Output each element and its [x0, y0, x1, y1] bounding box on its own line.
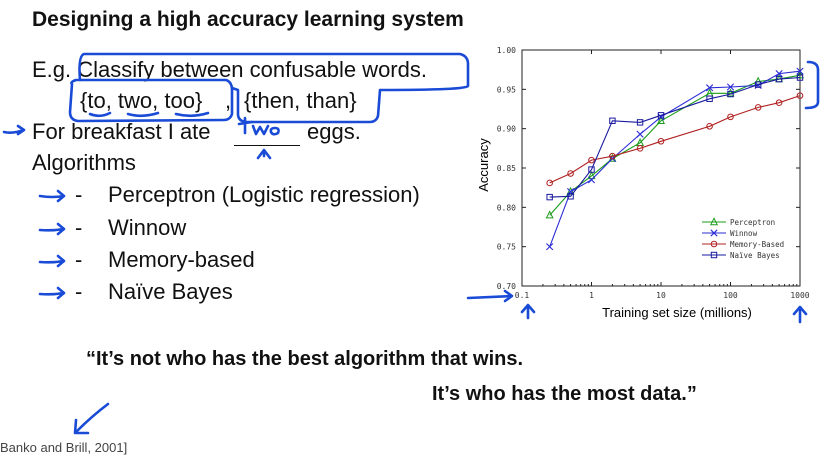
series-perceptron: [545, 70, 805, 219]
ink-box-to-two-too: [68, 78, 234, 123]
ink-underline-to: [88, 111, 112, 118]
accuracy-chart: 0.70 0.75 0.80 0.85 0.90 0.95 1.00 0.1 1 10 100 100…: [476, 46, 810, 320]
algorithms-heading: Algorithms: [32, 150, 136, 175]
bullet-dash: -: [75, 182, 83, 207]
series-line-memory-based: [549, 95, 801, 184]
series-line-na-ve-bayes: [549, 76, 801, 198]
algorithm-naive-bayes: Naïve Bayes: [108, 279, 233, 304]
y-axis-label: Accuracy: [476, 138, 491, 192]
data-point-memory-based: [754, 104, 762, 111]
data-point-na-ve-bayes: [796, 74, 804, 81]
algorithm-perceptron: Perceptron (Logistic regression): [108, 182, 420, 207]
series-memory-based: [546, 92, 804, 187]
example-sentence-prefix: For breakfast I ate: [32, 119, 211, 144]
data-point-winnow: [636, 130, 644, 138]
ink-bracket-right: [804, 60, 820, 110]
ink-arrow-winnow: [38, 222, 66, 236]
data-point-memory-based: [609, 152, 616, 160]
ink-arrow-perceptron: [38, 189, 66, 203]
legend-marker-na-ve-bayes: [710, 251, 718, 259]
data-point-na-ve-bayes: [546, 193, 553, 201]
data-point-na-ve-bayes: [657, 112, 665, 119]
data-point-perceptron: [587, 171, 596, 180]
ink-arrow-citation: [73, 402, 110, 435]
data-point-perceptron: [726, 88, 735, 97]
data-point-winnow: [705, 84, 714, 92]
legend-marker-winnow: [710, 229, 718, 237]
ink-arrow-memory: [38, 254, 66, 268]
y-tick-label: 0.70: [497, 282, 516, 291]
y-tick-label: 1.00: [497, 46, 516, 55]
ink-underline-two: [126, 111, 160, 118]
data-point-memory-based: [567, 170, 574, 177]
data-point-na-ve-bayes: [775, 75, 783, 83]
data-point-memory-based: [775, 99, 783, 107]
legend-label-winnow: Winnow: [730, 229, 758, 238]
series-line-perceptron: [549, 74, 801, 216]
data-point-memory-based: [657, 137, 665, 145]
ink-handwritten-two: [237, 116, 280, 136]
x-tick-label: 0.1: [515, 291, 530, 300]
data-point-winnow: [775, 70, 783, 78]
legend-label-memory-based: Memory-Based: [730, 240, 784, 249]
bullet-dash: -: [75, 279, 83, 304]
legend-label-na-ve-bayes: Naïve Bayes: [730, 251, 780, 260]
data-point-perceptron: [545, 210, 554, 219]
ink-box-classify-then-than: [78, 52, 470, 124]
data-point-memory-based: [706, 123, 713, 130]
data-point-winnow: [726, 83, 735, 91]
legend-marker-memory-based: [710, 240, 718, 248]
y-tick-label: 0.90: [497, 125, 516, 134]
data-point-winnow: [796, 67, 804, 75]
ink-up-arrow-left: [520, 303, 536, 320]
data-point-perceptron: [656, 115, 666, 124]
citation: Banko and Brill, 2001]: [0, 440, 128, 455]
data-point-memory-based: [546, 179, 553, 187]
word-set-separator: ,: [225, 88, 232, 113]
algorithm-winnow: Winnow: [108, 215, 187, 240]
ink-up-arrow-right: [792, 305, 808, 324]
quote-line-1: “It’s not who has the best algorithm tha…: [86, 348, 524, 370]
x-tick-label: 100: [723, 291, 738, 300]
example-line: E.g. Classify between confusable words.: [32, 57, 427, 82]
ink-arrow-naive: [38, 286, 66, 300]
y-tick-label: 0.75: [497, 243, 516, 252]
word-set-to-two-too: {to, two, too}: [80, 88, 203, 113]
data-point-na-ve-bayes: [588, 166, 595, 173]
data-point-memory-based: [588, 156, 595, 164]
x-tick-label: 10: [656, 291, 666, 300]
ink-underline-too: [174, 111, 210, 118]
bullet-dash: -: [75, 247, 83, 272]
word-set-then-than: {then, than}: [244, 88, 357, 113]
x-axis-label: Training set size (millions): [602, 305, 752, 320]
data-point-na-ve-bayes: [567, 193, 574, 200]
example-blank-line: [234, 145, 300, 146]
data-point-winnow: [546, 243, 554, 251]
ink-caret: [256, 148, 272, 160]
ink-arrow-axis: [466, 289, 514, 303]
data-point-na-ve-bayes: [706, 95, 713, 102]
data-point-memory-based: [796, 92, 804, 99]
data-point-na-ve-bayes: [727, 90, 734, 98]
data-point-na-ve-bayes: [754, 81, 762, 88]
bullet-dash: -: [75, 215, 83, 240]
data-point-na-ve-bayes: [609, 117, 616, 124]
y-tick-label: 0.80: [497, 203, 516, 212]
x-tick-label: 1: [589, 291, 594, 300]
y-tick-label: 0.95: [497, 85, 516, 94]
legend-marker-perceptron: [709, 217, 719, 226]
data-point-na-ve-bayes: [636, 119, 644, 126]
quote-line-2: It’s who has the most data.”: [432, 383, 697, 405]
data-point-memory-based: [727, 113, 734, 121]
y-tick-label: 0.85: [497, 164, 516, 173]
slide-title: Designing a high accuracy learning syste…: [32, 8, 464, 31]
algorithm-memory-based: Memory-based: [108, 247, 255, 272]
data-point-memory-based: [636, 145, 644, 152]
x-tick-label: 1000: [790, 291, 809, 300]
ink-arrow-sentence: [2, 124, 26, 136]
series-na-ve-bayes: [546, 74, 804, 201]
legend-label-perceptron: Perceptron: [730, 218, 775, 227]
data-point-winnow: [587, 176, 596, 184]
